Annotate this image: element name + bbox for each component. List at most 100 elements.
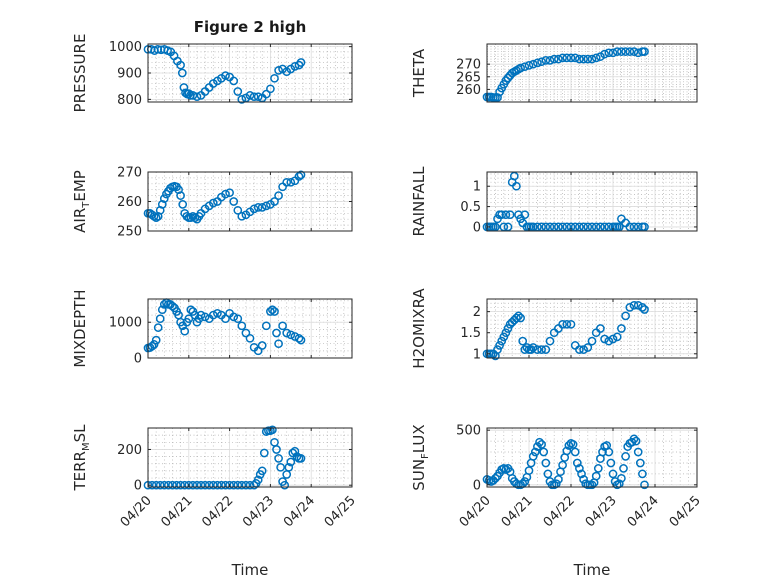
x-tick-label: 04/25 bbox=[322, 493, 359, 530]
data-point bbox=[497, 210, 507, 220]
data-point bbox=[221, 71, 230, 80]
data-point bbox=[259, 448, 269, 458]
data-point bbox=[562, 446, 572, 456]
data-point bbox=[568, 440, 578, 449]
data-point bbox=[562, 53, 572, 63]
y-axis-label: PRESSURE bbox=[71, 34, 89, 113]
data-point bbox=[587, 54, 597, 64]
data-point bbox=[520, 210, 530, 220]
data-point bbox=[292, 452, 302, 461]
data-point bbox=[229, 76, 239, 86]
data-point bbox=[530, 447, 540, 457]
data-point bbox=[562, 319, 572, 329]
data-point bbox=[266, 84, 275, 94]
x-tick-label: 04/20 bbox=[118, 493, 155, 530]
plot-area bbox=[148, 428, 352, 487]
axes-frame bbox=[486, 298, 698, 359]
y-tick-label: 0 bbox=[473, 220, 481, 235]
data-point bbox=[524, 466, 534, 475]
data-point bbox=[182, 211, 192, 221]
data-point bbox=[619, 464, 628, 473]
data-point bbox=[608, 48, 618, 58]
data-point bbox=[554, 222, 563, 232]
data-point bbox=[290, 62, 300, 71]
data-point bbox=[503, 324, 513, 333]
data-point bbox=[286, 177, 296, 187]
data-point bbox=[208, 480, 218, 490]
data-point bbox=[583, 222, 593, 232]
y-axis-label: AIRTEMP bbox=[71, 170, 92, 233]
y-tick-label: 500 bbox=[456, 424, 481, 439]
data-point bbox=[186, 305, 196, 315]
data-point bbox=[278, 321, 287, 331]
subplot-air-temp: 250 260 270 AIRTEMP bbox=[71, 166, 353, 240]
data-point bbox=[533, 442, 542, 451]
y-tick-label: 1 bbox=[473, 180, 481, 195]
data-point bbox=[621, 47, 630, 56]
subplot-h2omixra: 1 1.5 2 H2OMIXRA bbox=[410, 288, 698, 369]
y-axis-label: SUNFLUX bbox=[410, 424, 431, 490]
data-point bbox=[274, 66, 283, 75]
data-point bbox=[625, 47, 635, 56]
data-point bbox=[168, 480, 177, 490]
x-tick-label: 04/20 bbox=[457, 493, 494, 530]
data-point bbox=[570, 53, 580, 63]
data-point bbox=[598, 447, 607, 457]
data-point bbox=[528, 452, 538, 461]
data-point bbox=[179, 83, 189, 92]
x-tick-label: 04/25 bbox=[667, 493, 704, 530]
data-point bbox=[514, 311, 523, 321]
data-point bbox=[245, 91, 255, 100]
data-point bbox=[153, 323, 163, 332]
data-point bbox=[575, 54, 584, 64]
data-point bbox=[253, 475, 263, 485]
data-point bbox=[604, 447, 614, 457]
data-point bbox=[617, 47, 626, 56]
data-point bbox=[564, 441, 574, 450]
data-point bbox=[591, 53, 601, 63]
data-point bbox=[505, 210, 515, 220]
data-point bbox=[233, 314, 243, 324]
data-point bbox=[541, 345, 551, 354]
data-point bbox=[501, 328, 511, 338]
subplot-rainfall: 0 0.5 1 RAINFALL bbox=[410, 166, 698, 237]
data-point bbox=[575, 222, 584, 232]
data-point bbox=[495, 341, 504, 350]
data-point bbox=[499, 222, 509, 232]
data-point bbox=[213, 308, 222, 318]
data-point bbox=[151, 213, 161, 223]
data-point bbox=[253, 203, 263, 212]
data-point bbox=[633, 447, 643, 457]
data-point bbox=[157, 305, 167, 315]
data-point bbox=[612, 47, 622, 56]
data-point bbox=[261, 321, 271, 331]
x-axis-label: Time bbox=[231, 561, 269, 579]
data-point bbox=[575, 345, 584, 354]
data-point bbox=[587, 480, 597, 490]
data-point bbox=[253, 92, 263, 102]
data-point bbox=[225, 480, 234, 490]
data-point bbox=[570, 447, 580, 457]
data-point bbox=[541, 56, 551, 65]
data-point bbox=[533, 222, 542, 232]
data-point bbox=[558, 53, 567, 63]
data-point bbox=[545, 56, 555, 65]
data-point bbox=[208, 310, 218, 320]
data-point bbox=[257, 341, 267, 350]
data-point bbox=[176, 60, 185, 70]
y-tick-label: 0.5 bbox=[460, 200, 481, 215]
data-point bbox=[177, 68, 187, 78]
data-point bbox=[200, 312, 210, 322]
y-axis-label: MIXDEPTH bbox=[71, 289, 89, 367]
data-point bbox=[629, 300, 639, 310]
y-axis-label: RAINFALL bbox=[410, 166, 428, 237]
data-point bbox=[178, 200, 188, 209]
data-point bbox=[554, 475, 563, 484]
subplot-sun-flux: 0 500 SUNFLUX 04/20 04/21 04/22 04/23 04/24 04/2… bbox=[410, 424, 704, 579]
data-point bbox=[196, 480, 206, 490]
data-point bbox=[621, 311, 630, 321]
data-point bbox=[591, 471, 601, 481]
data-point bbox=[537, 57, 546, 67]
data-point bbox=[233, 87, 243, 96]
